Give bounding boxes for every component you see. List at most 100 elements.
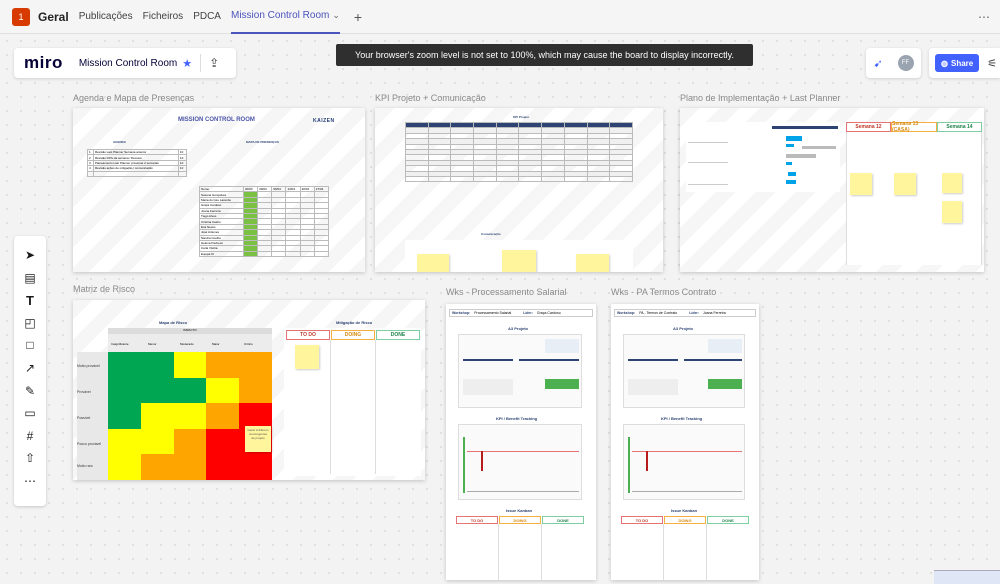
heatmap-cell: [173, 403, 207, 429]
frame-label-agenda[interactable]: Agenda e Mapa de Presenças: [73, 93, 195, 103]
heatmap-cell: [239, 377, 272, 404]
issue-kanban-title: Issue Kanban: [506, 508, 533, 513]
share-panel: ◍ Share ⚟: [929, 48, 1000, 78]
frame-label-wks2[interactable]: Wks - PA Termos Contrato: [611, 287, 717, 297]
sticky-note[interactable]: [894, 173, 916, 195]
kanban-done-header: DONE: [542, 516, 584, 524]
heatmap-cell: [239, 352, 272, 378]
sticky-note[interactable]: [850, 173, 872, 195]
leader-name: Graça Cardoso: [536, 311, 561, 315]
frame-wks2[interactable]: Workshop: PA - Termos de Contrato Líder:…: [611, 304, 759, 580]
probability-row: Provável: [77, 390, 91, 394]
frame-label-wks1[interactable]: Wks - Processamento Salarial: [446, 287, 567, 297]
heatmap-cell: [108, 403, 141, 429]
connection-line-icon[interactable]: ↗: [24, 360, 36, 375]
sticky-note[interactable]: Gerar A diferem convergentes de projeto: [245, 426, 271, 452]
text-icon[interactable]: T: [26, 292, 34, 308]
chevron-down-icon[interactable]: ⌄: [332, 10, 340, 20]
tab-ficheiros[interactable]: Ficheiros: [142, 11, 184, 22]
shape-icon[interactable]: □: [26, 338, 34, 353]
pen-icon[interactable]: ✎: [24, 383, 36, 398]
heatmap-cell: [206, 428, 240, 455]
impact-col: Maior: [212, 342, 220, 346]
settings-sliders-icon[interactable]: ⚟: [987, 57, 998, 70]
tab-mission-control-room[interactable]: Mission Control Room ⌄: [230, 0, 340, 34]
add-tab-button[interactable]: +: [353, 8, 363, 25]
probability-axis: [77, 352, 108, 480]
divider: [200, 54, 202, 72]
tab-pdca[interactable]: PDCA: [193, 11, 221, 22]
star-icon[interactable]: ★: [182, 57, 193, 70]
share-button[interactable]: ◍ Share: [935, 54, 980, 72]
more-icon[interactable]: ⋯: [24, 473, 36, 488]
frame-risco[interactable]: Mapa de Risco IMPACTO Insignificante Men…: [73, 300, 425, 480]
week-header-12: Semana 12: [846, 122, 891, 132]
issue-kanban-title: Issue Kanban: [671, 508, 698, 513]
celebrate-icon[interactable]: ➹: [873, 57, 883, 70]
presence-table: Nome 20/03 30/03 06/04 13/04 20/04 27/04 Susan…: [198, 185, 330, 258]
frame-kpi[interactable]: KPI Projeto Comunicação: [375, 108, 663, 272]
minimap[interactable]: [934, 570, 1000, 584]
comm-title: Comunicação: [481, 232, 501, 236]
kpi-tracking-title: KPI / Benefit Tracking: [661, 416, 703, 421]
heatmap-cell: [140, 454, 174, 480]
a3-document: [458, 334, 582, 408]
avatar[interactable]: FF: [897, 55, 914, 71]
kpi-tracking-chart: [623, 424, 745, 500]
zoom-warning-banner: Your browser's zoom level is not set to …: [336, 44, 753, 66]
sticky-note-icon[interactable]: ◰: [24, 315, 36, 330]
miro-logo[interactable]: miro: [24, 53, 63, 72]
more-options-icon[interactable]: ⋯: [978, 10, 990, 24]
kpi-tracking-title: KPI / Benefit Tracking: [496, 416, 538, 421]
team-name[interactable]: Geral: [38, 9, 69, 24]
export-icon[interactable]: ⇪: [209, 56, 220, 70]
workshop-name: PA - Termos de Contrato: [639, 311, 678, 315]
select-icon[interactable]: ➤: [24, 248, 36, 262]
frame-label-kpi[interactable]: KPI Projeto + Comunicação: [375, 93, 486, 103]
impact-col: Insignificante: [111, 342, 129, 346]
sticky-note[interactable]: [417, 254, 449, 272]
frame-icon[interactable]: #: [26, 428, 34, 443]
sticky-note[interactable]: [295, 345, 319, 369]
heatmap-cell: [108, 454, 141, 480]
globe-icon: ◍: [941, 58, 948, 68]
frame-plano[interactable]: Semana 12 Semana 13 (CASA) Semana 14: [680, 108, 984, 272]
upload-icon[interactable]: ⇧: [24, 451, 36, 466]
board-title[interactable]: Mission Control Room: [78, 57, 178, 69]
agenda-header: AGENDA: [113, 140, 127, 144]
teams-tab-bar: 1 Geral Publicações Ficheiros PDCA Missi…: [0, 0, 1000, 34]
team-avatar[interactable]: 1: [12, 7, 30, 26]
impact-col: Menor: [148, 342, 157, 346]
impact-header: [108, 334, 272, 352]
frame-agenda[interactable]: MISSION CONTROL ROOM KAIZEN AGENDA 1 Revi…: [73, 108, 365, 272]
workshop-name: Processamento Salarial: [474, 311, 512, 315]
kanban-todo-header: TO DO: [621, 516, 663, 524]
heat-title: Mapa de Risco: [159, 320, 188, 325]
leader-label: Líder:: [523, 311, 533, 315]
agenda-table: 1 Revisão Last Planner Semana anterior 10 …: [87, 148, 188, 177]
probability-row: Muito raro: [77, 464, 93, 468]
mitigation-doing-header: DOING: [331, 330, 375, 340]
sticky-note[interactable]: [502, 250, 536, 272]
templates-icon[interactable]: ▤: [24, 270, 36, 285]
sticky-note[interactable]: [942, 173, 962, 193]
heatmap-cell: [206, 403, 240, 429]
kanban-doing-header: DOING: [664, 516, 706, 524]
sticky-note[interactable]: [576, 254, 609, 272]
frame-label-plano[interactable]: Plano de Implementação + Last Planner: [680, 93, 841, 103]
miro-board-canvas[interactable]: miro Mission Control Room ★ ⇪ Your brows…: [0, 34, 1000, 584]
frame-wks1[interactable]: Workshop: Processamento Salarial Líder: …: [446, 304, 596, 580]
workshop-label: Workshop:: [452, 311, 471, 315]
presence-header: MAPA DE PRESENÇAS: [246, 140, 280, 144]
frame-label-risco[interactable]: Matriz de Risco: [73, 284, 136, 294]
kanban-todo-header: TO DO: [456, 516, 498, 524]
heatmap-cell: [206, 352, 240, 378]
sticky-note[interactable]: [942, 201, 962, 223]
comment-icon[interactable]: ▭: [24, 406, 36, 421]
kanban-done-header: DONE: [707, 516, 749, 524]
mitigation-todo-header: TO DO: [286, 330, 330, 340]
heatmap-cell: [140, 403, 174, 429]
tab-publicacoes[interactable]: Publicações: [78, 11, 133, 22]
heatmap-cell: [173, 352, 207, 378]
a3-title: A3 Projeto: [673, 326, 694, 331]
